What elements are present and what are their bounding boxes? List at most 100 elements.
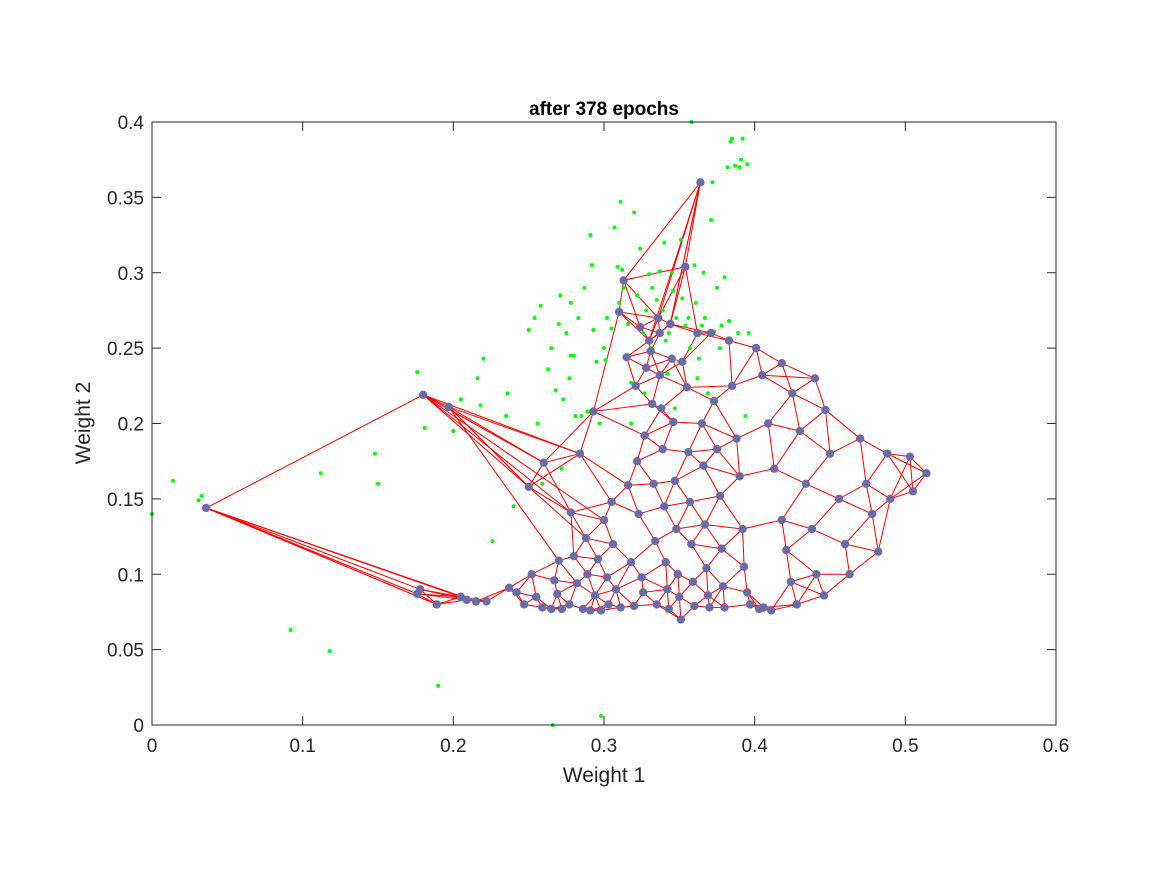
neuron-node (751, 343, 761, 353)
neuron-node (675, 592, 684, 602)
neuron-node (702, 564, 711, 573)
x-tick-label: 0.4 (741, 736, 768, 757)
neuron-node (767, 606, 776, 615)
network-link (742, 519, 782, 530)
network-link (785, 549, 817, 575)
sample-points (150, 120, 751, 727)
network-link (742, 529, 745, 567)
neuron-node (855, 434, 865, 443)
sample-point (644, 308, 649, 313)
y-tick-label: 0.05 (107, 641, 144, 662)
neuron-node (724, 336, 734, 345)
network-link (665, 562, 668, 590)
sample-point (559, 466, 564, 471)
sample-point (568, 300, 573, 305)
network-link (889, 456, 911, 500)
sample-point (612, 225, 617, 230)
network-link (865, 483, 873, 515)
sample-point (696, 356, 701, 361)
sample-point (609, 326, 614, 331)
network-link (796, 573, 817, 605)
network-link (635, 374, 660, 387)
network-link (674, 465, 704, 482)
neuron-node (673, 570, 683, 579)
neuron-node (655, 328, 664, 338)
x-tick-label: 0.3 (591, 736, 617, 757)
y-tick-label: 0.2 (118, 415, 144, 436)
neuron-node (795, 426, 805, 436)
neuron-node (415, 585, 425, 594)
neuron-node (444, 402, 454, 412)
sample-point (671, 288, 676, 293)
network-link (743, 566, 748, 593)
sample-point (546, 367, 551, 372)
sample-point (647, 272, 652, 277)
neuron-node (604, 600, 613, 609)
neuron-node (482, 597, 491, 606)
neuron-node (593, 554, 603, 564)
sample-point (618, 199, 623, 204)
neuron-node (682, 383, 692, 392)
sample-point (561, 397, 566, 402)
network-link (701, 423, 718, 450)
network-link (663, 506, 677, 530)
network-link (662, 448, 689, 453)
network-link (859, 438, 867, 484)
neuron-node (908, 487, 918, 496)
neuron-node (738, 524, 747, 534)
sample-point (635, 293, 640, 298)
network-link (689, 495, 721, 503)
network-link (790, 581, 825, 596)
sample-point (715, 285, 719, 290)
network-link (684, 266, 698, 334)
sample-point (733, 163, 738, 168)
sample-point (558, 293, 563, 298)
sample-point (699, 323, 704, 328)
network-link (662, 421, 674, 450)
sample-point (478, 403, 483, 408)
network-link (528, 462, 545, 488)
sample-point (705, 391, 710, 396)
neuron-node (583, 570, 592, 579)
sample-point (532, 315, 537, 320)
neuron-node (687, 539, 696, 549)
neuron-node (590, 591, 600, 600)
sample-point (746, 331, 751, 336)
network-link (704, 524, 743, 530)
neuron-node (654, 313, 663, 323)
network-link (796, 594, 825, 605)
sample-point (686, 315, 691, 320)
network-link (768, 423, 800, 432)
neuron-node (652, 600, 661, 609)
sample-point (669, 270, 674, 275)
neuron-node (607, 497, 616, 507)
network-link (627, 461, 638, 486)
network-link (638, 505, 665, 515)
network-link (849, 551, 879, 575)
network-link (799, 409, 826, 432)
sample-point (737, 165, 742, 170)
neuron-node (703, 591, 713, 600)
network-link (611, 501, 639, 515)
network-link (618, 311, 659, 319)
neuron-node (658, 444, 667, 454)
network-link (663, 480, 676, 507)
network-link (681, 361, 688, 388)
neuron-node (572, 579, 582, 588)
network-link (824, 409, 831, 454)
network-link (623, 279, 659, 319)
neuron-node (661, 557, 670, 567)
y-tick-label: 0.15 (107, 490, 144, 511)
neuron-node (646, 346, 655, 356)
sample-point (564, 331, 569, 336)
network-link (721, 528, 743, 549)
neuron-node (732, 434, 741, 443)
x-tick-label: 0 (147, 736, 158, 757)
network-link (448, 406, 560, 561)
network-link (792, 392, 826, 411)
network-link (674, 451, 689, 481)
neuron-node (471, 597, 481, 606)
network-link (579, 411, 594, 454)
